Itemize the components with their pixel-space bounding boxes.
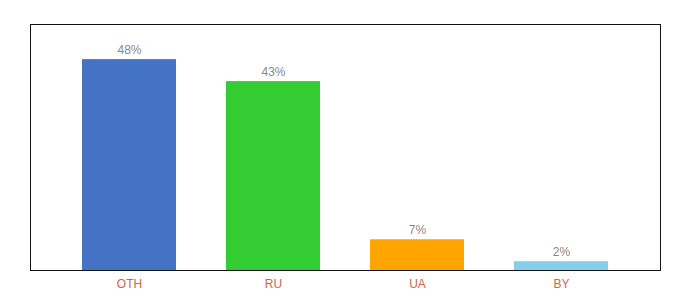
svg-text:7%: 7% [409, 223, 427, 237]
svg-text:2%: 2% [553, 245, 571, 259]
svg-text:UA: UA [409, 277, 426, 291]
svg-text:RU: RU [265, 277, 282, 291]
svg-text:BY: BY [553, 277, 569, 291]
svg-text:43%: 43% [261, 65, 285, 79]
svg-text:OTH: OTH [117, 277, 142, 291]
svg-text:48%: 48% [117, 43, 141, 57]
